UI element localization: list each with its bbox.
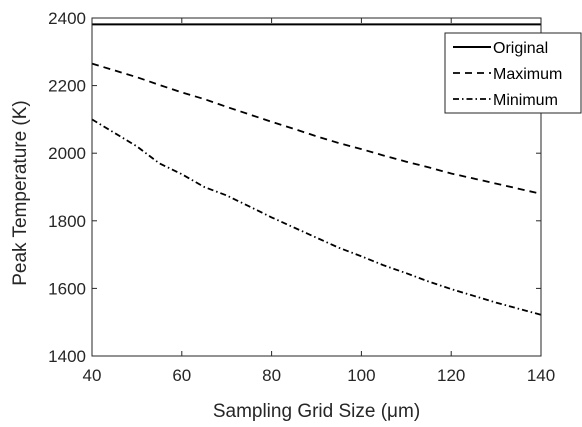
y-tick-label: 1400 [48, 347, 86, 366]
y-tick-label: 2000 [48, 144, 86, 163]
legend-label-maximum: Maximum [493, 66, 562, 83]
x-tick-label: 120 [437, 366, 465, 385]
series-line-minimum [91, 118, 542, 316]
series-line-maximum [91, 62, 542, 195]
x-tick-label: 40 [83, 366, 102, 385]
y-axis-label: Peak Temperature (K) [10, 100, 31, 286]
legend: Original Maximum Minimum [444, 32, 582, 114]
legend-label-minimum: Minimum [493, 92, 558, 109]
legend-label-original: Original [493, 40, 548, 57]
y-tick-label: 2200 [48, 77, 86, 96]
y-tick-label: 2400 [48, 9, 86, 28]
x-tick-label: 140 [527, 366, 555, 385]
x-tick-label: 60 [172, 366, 191, 385]
ticks-layer: 40 60 80 100 120 140 1400 1600 1800 2000 2200 2400 [48, 9, 555, 385]
x-axis-label: Sampling Grid Size (μm) [213, 401, 420, 422]
axes-box [91, 17, 542, 357]
series-layer [91, 23, 542, 316]
x-tick-label: 80 [262, 366, 281, 385]
y-tick-label: 1600 [48, 279, 86, 298]
y-tick-label: 1800 [48, 212, 86, 231]
x-tick-label: 100 [347, 366, 375, 385]
